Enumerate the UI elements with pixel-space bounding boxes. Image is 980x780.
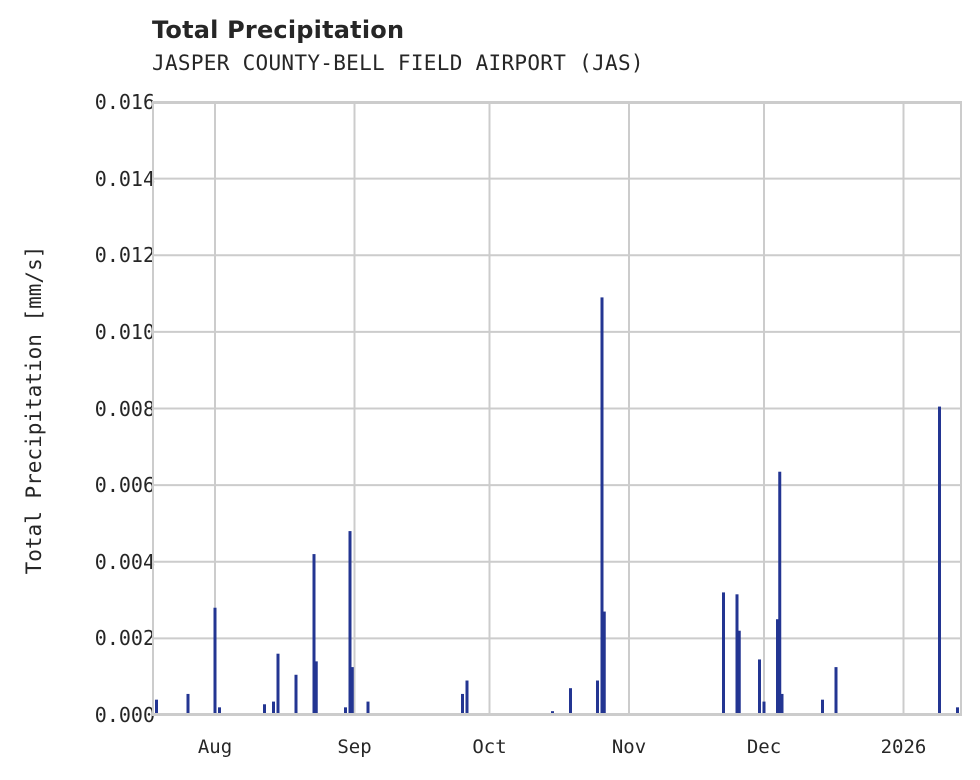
precipitation-bar (569, 688, 572, 715)
precipitation-bar (314, 661, 318, 715)
precipitation-bar (294, 674, 298, 715)
y-tick-label: 0.000 (94, 703, 155, 727)
precipitation-bar (272, 701, 275, 715)
y-tick-label: 0.006 (94, 473, 155, 498)
precipitation-bar (938, 406, 941, 715)
precipitation-bar (722, 592, 725, 715)
precipitation-bar (602, 611, 606, 715)
precipitation-bar (596, 680, 599, 715)
precipitation-bar (776, 619, 779, 715)
chart-subtitle: JASPER COUNTY-BELL FIELD AIRPORT (JAS) (152, 51, 644, 75)
precipitation-bar (780, 693, 784, 715)
y-tick-label: 0.010 (94, 319, 155, 344)
y-tick-label: 0.014 (94, 166, 155, 191)
y-tick-label: 0.008 (94, 396, 155, 421)
x-tick-label: Sep (337, 736, 372, 758)
x-tick-label: Dec (746, 736, 782, 758)
precipitation-bar (276, 653, 280, 715)
x-tick-label: 2026 (880, 736, 927, 758)
precipitation-bar (213, 607, 217, 715)
y-tick-label: 0.016 (94, 90, 155, 114)
precipitation-bar (344, 707, 347, 715)
precipitation-bar (737, 630, 741, 715)
precipitation-bar (834, 667, 838, 715)
chart-title: Total Precipitation (152, 16, 405, 44)
y-tick-label: 0.002 (94, 626, 155, 651)
x-tick-label: Nov (611, 736, 647, 758)
precipitation-bar (735, 594, 739, 715)
precipitation-bar (600, 297, 604, 715)
precipitation-bar (263, 704, 266, 715)
precipitation-bar (350, 667, 354, 715)
precipitation-bar (778, 471, 782, 715)
x-tick-label: Aug (197, 736, 233, 758)
precipitation-bar (366, 701, 370, 715)
precipitation-bar (821, 699, 824, 715)
precipitation-bar (348, 531, 352, 715)
precipitation-bar (461, 693, 464, 715)
x-tick-label: Oct (472, 736, 507, 758)
y-tick-label: 0.004 (94, 549, 155, 574)
precipitation-bar (956, 707, 959, 715)
plot-frame (152, 102, 962, 715)
precipitation-bar (155, 699, 158, 715)
precipitation-bar (218, 707, 221, 715)
precipitation-bar (758, 659, 761, 715)
precipitation-bar (312, 554, 316, 715)
precipitation-bar (186, 693, 190, 715)
precipitation-bar (465, 680, 469, 715)
precipitation-bar (762, 701, 766, 715)
y-tick-label: 0.012 (94, 243, 155, 268)
